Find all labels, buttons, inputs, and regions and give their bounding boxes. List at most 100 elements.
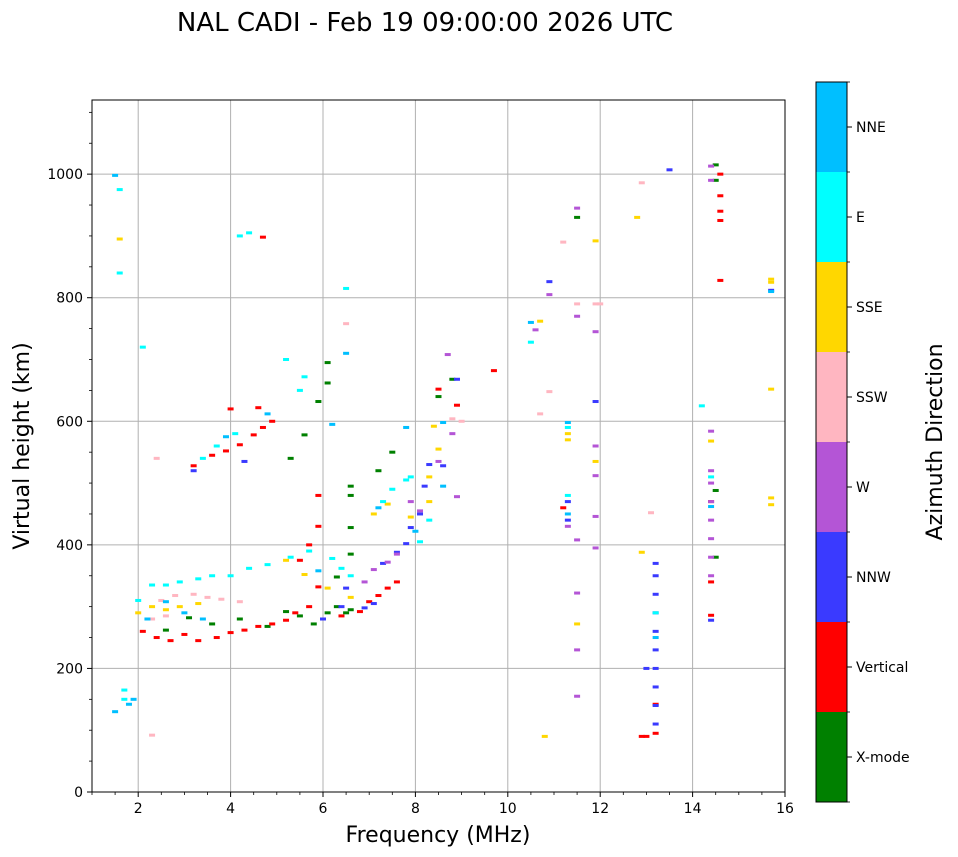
data-point [380, 500, 387, 504]
data-point [458, 419, 465, 423]
data-point [176, 580, 183, 584]
data-point [708, 164, 715, 168]
data-point [708, 580, 715, 584]
data-point [592, 444, 599, 448]
y-tick-label: 200 [56, 661, 83, 677]
data-point [259, 235, 266, 239]
colorbar-segment [816, 352, 847, 442]
data-point [375, 469, 382, 473]
data-point [209, 453, 216, 457]
data-point [440, 464, 447, 468]
data-point [333, 575, 340, 579]
series-nne [112, 173, 775, 714]
data-point [320, 617, 326, 621]
data-point [453, 377, 460, 381]
data-point [592, 459, 599, 463]
y-tick-label: 400 [56, 538, 83, 554]
data-point [310, 622, 317, 626]
data-point [532, 328, 539, 332]
data-point [292, 611, 299, 615]
data-point [768, 280, 775, 284]
data-point [343, 322, 350, 326]
data-point [162, 600, 169, 604]
data-point [708, 429, 715, 433]
data-point [717, 218, 724, 222]
data-point [574, 694, 581, 698]
data-point [708, 475, 715, 479]
data-point [537, 319, 544, 323]
data-point [564, 425, 571, 429]
data-point [712, 555, 719, 559]
data-point [301, 573, 308, 577]
data-point [708, 537, 715, 541]
data-point [315, 400, 322, 404]
data-point [227, 631, 234, 635]
data-point [564, 493, 571, 497]
data-point [435, 447, 442, 451]
data-point [264, 563, 271, 567]
plot-area: 2 4 6 8 10 12 14 16 0 200 400 600 800 1000 [47, 99, 794, 817]
data-point [255, 406, 262, 410]
colorbar-segment [816, 172, 847, 262]
x-tick-label: 8 [411, 801, 420, 817]
colorbar-segment [816, 442, 847, 532]
data-point [717, 194, 724, 198]
y-axis-title: Virtual height (km) [10, 342, 35, 549]
data-point [343, 351, 350, 355]
data-point [259, 425, 266, 429]
data-point [546, 280, 553, 284]
data-point [149, 617, 156, 621]
data-point [121, 688, 128, 692]
colorbar: X-mode Vertical NNW W SSW SSE E NNE [815, 81, 910, 803]
y-tick-label: 1000 [47, 167, 83, 183]
data-point [652, 636, 659, 640]
data-point [453, 403, 460, 407]
data-point [421, 484, 428, 488]
data-point [130, 697, 137, 701]
data-point [638, 181, 645, 185]
data-point [324, 586, 331, 590]
data-point [218, 597, 225, 601]
data-point [708, 500, 715, 504]
series-w [361, 164, 715, 698]
data-point [403, 542, 410, 546]
data-point [768, 496, 775, 500]
data-point [708, 518, 715, 522]
data-point [440, 484, 447, 488]
data-point [403, 478, 410, 482]
data-point [158, 598, 165, 602]
data-point [149, 605, 156, 609]
data-point [283, 610, 290, 614]
data-point [708, 613, 715, 617]
data-point [370, 512, 377, 516]
data-point [592, 239, 599, 243]
data-point [574, 591, 581, 595]
data-point [564, 421, 571, 425]
data-point [412, 529, 419, 533]
series-vertical [139, 172, 724, 738]
x-tick-label: 14 [684, 801, 702, 817]
colorbar-segment [816, 622, 847, 712]
data-point [246, 566, 253, 570]
data-point [592, 546, 599, 550]
data-point [417, 512, 424, 516]
data-point [449, 432, 456, 436]
data-point [666, 168, 673, 172]
x-tick-label: 16 [776, 801, 794, 817]
data-point [638, 550, 645, 554]
data-point [574, 215, 581, 219]
data-point [652, 704, 659, 707]
data-point [407, 526, 414, 530]
x-tick-label: 10 [499, 801, 517, 817]
data-point [708, 555, 715, 559]
data-point [652, 648, 659, 652]
data-point [283, 618, 290, 622]
data-point [324, 381, 331, 385]
data-point [708, 469, 715, 473]
data-point [209, 574, 216, 578]
data-point [190, 464, 197, 468]
data-point [255, 624, 262, 628]
data-point [643, 666, 650, 670]
data-point [287, 555, 294, 559]
colorbar-label: Vertical [856, 660, 908, 676]
